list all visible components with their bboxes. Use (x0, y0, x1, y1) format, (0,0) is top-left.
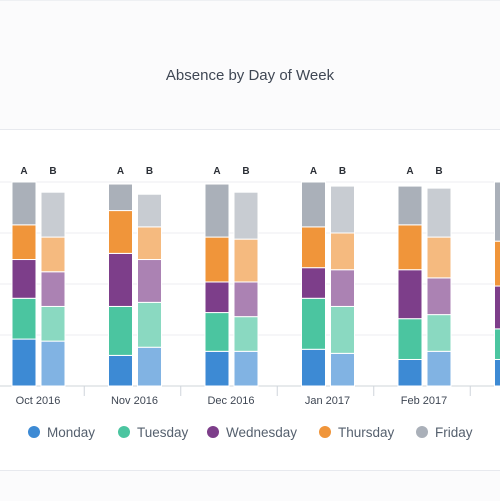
bar-segment (398, 359, 422, 386)
bar-segment (205, 184, 229, 237)
legend-marker-friday (416, 426, 428, 438)
bar-segment (41, 237, 65, 272)
bar-segment (302, 298, 326, 349)
bar-segment (12, 298, 36, 339)
bar-segment (427, 278, 451, 315)
bar-segment (427, 351, 451, 386)
bar-segment (398, 225, 422, 270)
legend-item-friday[interactable]: Friday (416, 422, 473, 442)
bar-segment (398, 270, 422, 319)
bar-segment (398, 186, 422, 225)
chart-title: Absence by Day of Week (0, 67, 500, 84)
legend-item-monday[interactable]: Monday (28, 422, 95, 442)
bar-segment (205, 282, 229, 313)
bar-segment (495, 182, 500, 241)
group-label: A (310, 166, 317, 177)
bar-segment (109, 211, 133, 254)
bar-segment (234, 351, 258, 386)
legend: Monday Tuesday Wednesday Thursday Friday (0, 422, 500, 442)
bar-segment (331, 186, 355, 233)
bar-segment (331, 270, 355, 307)
group-label: A (406, 166, 413, 177)
legend-label-tuesday: Tuesday (137, 425, 188, 440)
bar-segment (495, 359, 500, 386)
bar-segment (495, 286, 500, 329)
bar-segment (138, 194, 162, 227)
bar-segment (234, 239, 258, 282)
bar-segment (495, 241, 500, 286)
bar-segment (109, 184, 133, 211)
bar-segment (138, 227, 162, 260)
bar-segment (109, 355, 133, 386)
bar-segment (138, 347, 162, 386)
group-label: B (146, 166, 153, 177)
bar-segment (41, 192, 65, 237)
bar-chart: A B Oct 2016 A B Nov 2016 A B Dec 2016 A B Jan 2017… (0, 130, 500, 470)
group-label: A (213, 166, 220, 177)
bar-segment (302, 227, 326, 268)
bar-segment (138, 302, 162, 347)
bar-segment (205, 351, 229, 386)
group-label: B (339, 166, 346, 177)
bar-segment (302, 182, 326, 227)
bar-segment (12, 260, 36, 299)
group-label: A (117, 166, 124, 177)
bar-segment (138, 260, 162, 303)
legend-label-monday: Monday (47, 425, 95, 440)
x-tick-label: Nov 2016 (111, 395, 158, 407)
bar-segment (234, 282, 258, 317)
bar-segment (41, 341, 65, 386)
bar-segment (205, 237, 229, 282)
bar-segment (331, 306, 355, 353)
x-tick-label: Feb 2017 (401, 395, 447, 407)
bar-segment (427, 315, 451, 352)
plot-panel: A B Oct 2016 A B Nov 2016 A B Dec 2016 A B Jan 2017… (0, 129, 500, 471)
x-tick-label: Jan 2017 (305, 395, 350, 407)
legend-item-tuesday[interactable]: Tuesday (118, 422, 188, 442)
bar-segment (109, 253, 133, 306)
group-label: B (242, 166, 249, 177)
legend-marker-wednesday (207, 426, 219, 438)
legend-item-thursday[interactable]: Thursday (319, 422, 394, 442)
bar-segment (331, 233, 355, 270)
group-label: B (49, 166, 56, 177)
bar-segment (12, 339, 36, 386)
group-label: B (435, 166, 442, 177)
legend-marker-tuesday (118, 426, 130, 438)
bar-segment (234, 192, 258, 239)
bar-segment (302, 268, 326, 299)
legend-label-friday: Friday (435, 425, 473, 440)
bar-segment (41, 272, 65, 307)
bottom-strip (0, 471, 500, 501)
bar-segment (12, 225, 36, 260)
bar-segment (427, 237, 451, 278)
legend-marker-thursday (319, 426, 331, 438)
group-label: A (20, 166, 27, 177)
bar-segment (41, 306, 65, 341)
bar-segment (109, 306, 133, 355)
legend-label-wednesday: Wednesday (226, 425, 297, 440)
x-tick-label: Dec 2016 (207, 395, 254, 407)
bar-segment (234, 317, 258, 352)
legend-label-thursday: Thursday (338, 425, 394, 440)
bar-segment (495, 329, 500, 360)
bar-segment (331, 353, 355, 386)
legend-item-wednesday[interactable]: Wednesday (207, 422, 297, 442)
bar-segment (302, 349, 326, 386)
x-tick-label: Oct 2016 (16, 395, 61, 407)
bar-segment (427, 188, 451, 237)
bar-segment (398, 319, 422, 360)
legend-marker-monday (28, 426, 40, 438)
bar-segment (12, 182, 36, 225)
bar-segment (205, 313, 229, 352)
